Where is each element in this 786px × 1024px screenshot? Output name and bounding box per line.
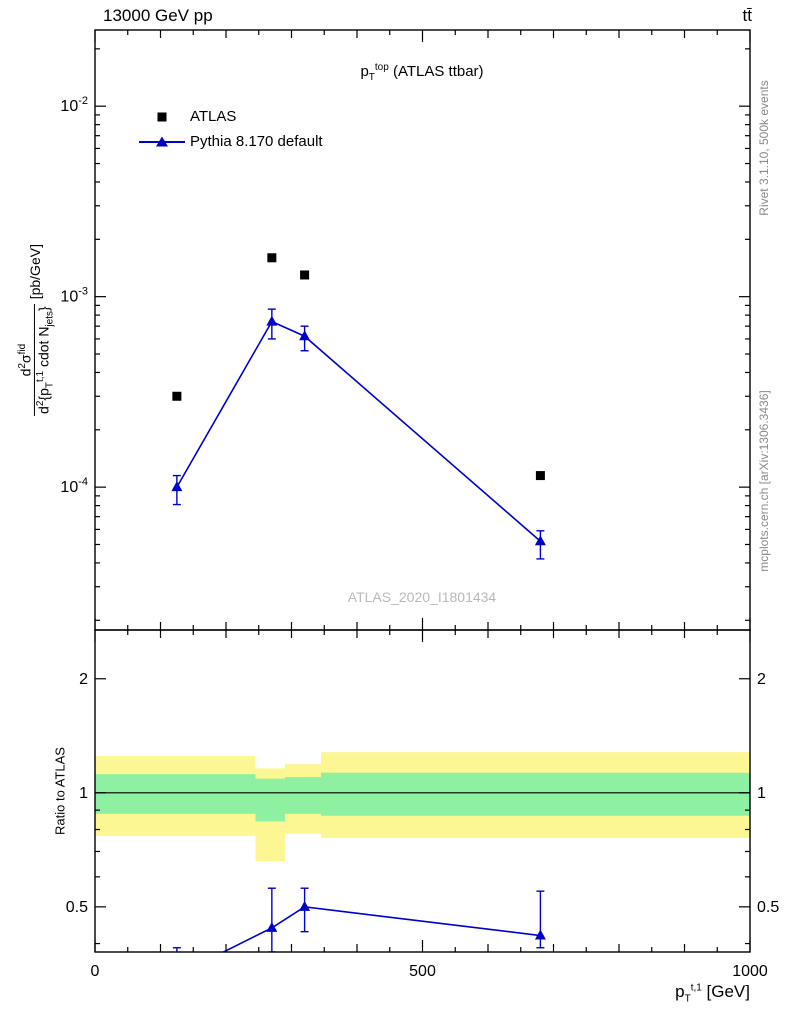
legend-label-pythia: Pythia 8.170 default [190, 133, 323, 150]
analysis-id-watermark: ATLAS_2020_I1801434 [347, 589, 497, 605]
svg-text:10-2: 10-2 [60, 95, 88, 115]
ylabel-numerator: d2σfid [16, 304, 35, 416]
ratio-y-axis-label: Ratio to ATLAS [52, 747, 68, 835]
svg-text:1: 1 [79, 785, 88, 802]
beam-energy-label: 13000 GeV pp [103, 6, 213, 25]
tick-labels: 10-2 10-3 10-4 0 500 1000 0.5 0.5 1 1 2 2 [60, 95, 779, 980]
legend-item-pythia: Pythia 8.170 default [136, 129, 323, 154]
svg-text:10-3: 10-3 [60, 286, 88, 306]
svg-text:2: 2 [757, 671, 766, 688]
svg-text:2: 2 [79, 671, 88, 688]
svg-text:1: 1 [757, 785, 766, 802]
legend-label-atlas: ATLAS [190, 108, 237, 125]
square-marker-icon [157, 112, 167, 121]
svg-text:0.5: 0.5 [757, 899, 779, 916]
legend-item-atlas: ATLAS [136, 104, 323, 129]
process-label: tt̄ [742, 6, 752, 25]
axes-frames [94, 29, 751, 953]
main-series-triangle [171, 308, 546, 560]
main-y-axis-label: d2σfid d2{pTt,1 cdot Njets} [pb/GeV] [16, 244, 56, 416]
ratio-series-triangle [172, 887, 546, 952]
svg-text:0: 0 [91, 963, 100, 980]
svg-text:500: 500 [409, 963, 436, 980]
x-axis-label: pTt,1 [GeV] [675, 982, 750, 1005]
ylabel-denominator: d2{pTt,1 cdot Njets} [34, 306, 56, 414]
svg-text:10-4: 10-4 [60, 476, 88, 496]
ratio-uncertainty-bands [95, 752, 750, 862]
ylabel-units: [pb/GeV] [26, 244, 43, 300]
legend: ATLAS Pythia 8.170 default [136, 104, 323, 154]
rivet-version-note: Rivet 3.1.10, 500k events [757, 80, 771, 216]
svg-text:0.5: 0.5 [66, 899, 88, 916]
atlas-marker-swatch [136, 109, 188, 125]
ylabel-fraction: d2σfid d2{pTt,1 cdot Njets} [16, 304, 56, 416]
svg-text:1000: 1000 [732, 963, 768, 980]
pythia-marker-swatch [136, 134, 188, 150]
main-series-square [172, 253, 545, 481]
plot-title: pTtop (ATLAS ttbar) [360, 62, 484, 83]
triangle-marker-icon [156, 136, 168, 146]
mcplots-note: mcplots.cern.ch [arXiv:1306.3436] [757, 390, 771, 572]
